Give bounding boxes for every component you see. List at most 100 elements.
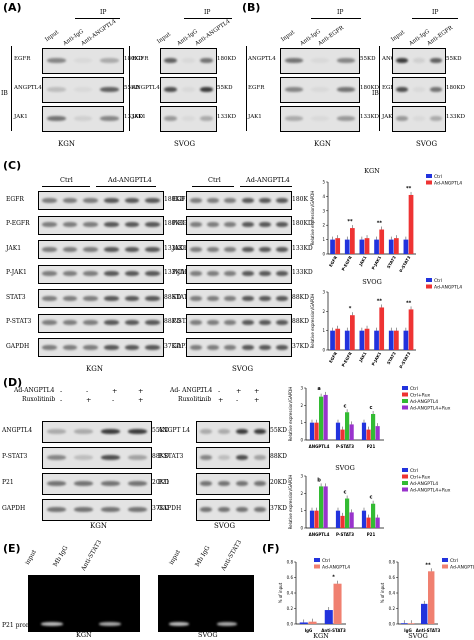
legend-swatch xyxy=(314,564,320,569)
b-kgn-egfr-blot xyxy=(280,77,360,103)
bar xyxy=(388,330,394,350)
y-tick-label: 1 xyxy=(322,328,325,333)
x-tick-label: P21 xyxy=(367,444,376,449)
panel-label-c: (C) xyxy=(3,159,22,172)
y-axis-label: % of input xyxy=(380,582,385,603)
band xyxy=(199,481,213,486)
band xyxy=(430,58,443,63)
c-kgn-p-egfr-blot xyxy=(38,215,164,235)
bar xyxy=(309,510,315,528)
b-kgn-jak1-blot xyxy=(280,106,360,132)
band xyxy=(235,481,249,486)
x-tick-label: JAK1 xyxy=(357,351,367,364)
band xyxy=(182,116,195,121)
significance-label: c xyxy=(344,490,347,496)
c-svog-p-egfr-blot xyxy=(186,215,292,235)
legend-swatch xyxy=(402,405,408,410)
legend-swatch xyxy=(402,474,408,479)
c-svog-p-stat3-label: P-STAT3 xyxy=(172,318,198,325)
band xyxy=(182,87,195,92)
legend-swatch xyxy=(402,399,408,403)
panel-d-svog-caption: SVOG xyxy=(214,522,236,530)
chart-title: SVOG xyxy=(362,278,382,286)
band xyxy=(276,295,289,301)
svog-ad-sign: + xyxy=(236,387,242,395)
y-tick-label: 1 xyxy=(322,237,325,242)
a-svog-jak1-label: JAK1 xyxy=(132,114,146,120)
band xyxy=(258,295,272,301)
x-tick-label: EGFR xyxy=(328,351,338,364)
band xyxy=(206,271,220,276)
y-tick-label: 2 xyxy=(300,403,303,408)
band xyxy=(430,87,443,92)
significance-label: ** xyxy=(347,219,353,225)
d-kgn-gapdh-blot xyxy=(42,499,152,521)
d-kgn-angptl4-label: ANGPTL4 xyxy=(2,427,33,434)
b-kgn-egfr-size: 180KD xyxy=(360,85,380,91)
band xyxy=(200,58,214,63)
c-kgn-p-stat3-size: 88KD xyxy=(164,318,181,325)
legend-label: Ctrl xyxy=(450,558,458,564)
panel-label-b: (B) xyxy=(242,1,261,14)
c-svog-egfr-label: EGFR xyxy=(172,195,190,203)
bar xyxy=(350,228,355,254)
band xyxy=(224,271,237,276)
svog-rux-sign: - xyxy=(200,396,203,404)
band xyxy=(241,222,254,227)
y-tick-label: 0 xyxy=(322,348,325,353)
band xyxy=(189,295,202,301)
a-svog-jak1-size: 133KD xyxy=(217,114,237,120)
panel-e-svog-caption: SVOG xyxy=(198,631,218,639)
b-svog-egfr-label: EGFR xyxy=(382,85,399,91)
y-tick-label: 0.8 xyxy=(389,560,396,565)
band xyxy=(224,222,237,227)
panel-c-kgn-ctrl: Ctrl xyxy=(60,176,73,184)
y-tick-label: 0.2 xyxy=(389,606,396,611)
panel-c-svog-caption: SVOG xyxy=(232,365,254,373)
d-svog-p21-label: P21 xyxy=(158,479,170,486)
c-svog-stat3-size: 88KD xyxy=(292,293,309,301)
band xyxy=(241,344,254,350)
legend-label: Ctrl xyxy=(434,174,442,180)
panel-b-svog-caption: SVOG xyxy=(416,140,438,148)
band xyxy=(145,222,160,227)
band xyxy=(284,116,304,121)
band xyxy=(310,87,330,92)
d-svog-p-stat3-label: P-STAT3 xyxy=(158,453,184,460)
band xyxy=(83,344,98,350)
b-svog-angptl4-size: 55KD xyxy=(446,56,462,62)
c-svog-p-stat3-blot xyxy=(186,313,292,333)
band xyxy=(47,455,66,460)
d-kgn-p-stat3-size: 88KD xyxy=(152,453,169,460)
kgn-ad-sign: + xyxy=(138,387,144,395)
band xyxy=(253,455,267,460)
panel-b-kgn-input: Input xyxy=(280,29,297,44)
legend-swatch xyxy=(402,392,408,397)
c-kgn-stat3-label: STAT3 xyxy=(6,293,26,301)
legend-swatch xyxy=(426,278,432,282)
d-svog-p-stat3-size: 88KD xyxy=(270,453,287,460)
bar xyxy=(323,394,328,440)
legend-label: Ad-ANGPTL4 xyxy=(322,565,350,571)
band xyxy=(276,271,289,276)
x-tick-label: STAT3 xyxy=(386,351,397,365)
band xyxy=(235,507,249,512)
legend-swatch xyxy=(402,386,408,390)
x-tick-label: ANGPTL4 xyxy=(309,532,330,537)
band xyxy=(73,58,93,63)
x-tick-label: JAK1 xyxy=(357,255,367,268)
x-tick-label: P-STAT3 xyxy=(336,532,354,537)
band xyxy=(412,116,426,121)
band xyxy=(412,87,426,92)
y-tick-label: 1 xyxy=(300,508,303,513)
legend-label: Ad-ANGPTL4 xyxy=(410,399,438,405)
bar xyxy=(299,622,308,624)
kgn-rux-sign: - xyxy=(112,396,115,404)
bar xyxy=(421,603,428,624)
panel-e-svog-mb-igg: Mb IgG xyxy=(193,544,212,568)
band xyxy=(241,295,254,301)
a-kgn-angptl4-blot xyxy=(42,77,124,103)
legend-swatch xyxy=(426,174,432,178)
band xyxy=(163,116,177,121)
chart-d-svog: SVOG 0 1 2 3 Relative expression/GAPDH b ANGPTL… xyxy=(288,464,451,537)
